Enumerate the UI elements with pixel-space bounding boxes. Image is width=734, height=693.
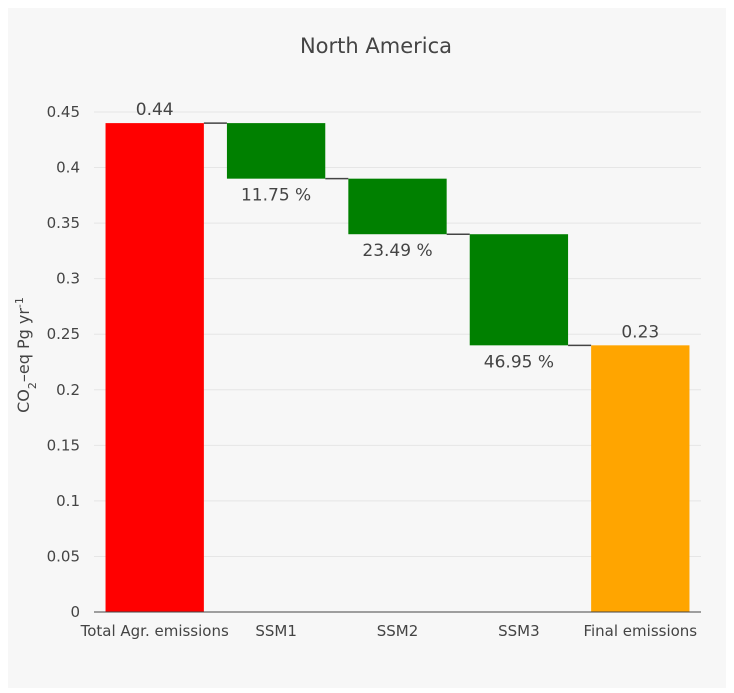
- x-tick-label: SSM2: [377, 622, 419, 640]
- y-tick-labels: 0 0.05 0.1 0.15 0.2 0.25 0.3 0.35 0.4 0.45: [47, 103, 80, 621]
- y-tick-label: 0.35: [47, 214, 80, 232]
- data-labels: 0.44 11.75 % 23.49 % 46.95 % 0.23: [136, 100, 659, 372]
- bar-data-label: 11.75 %: [241, 186, 311, 206]
- x-tick-label: SSM1: [255, 622, 297, 640]
- y-axis-label-sub: 2: [26, 382, 39, 389]
- y-tick-label: 0.25: [47, 325, 80, 343]
- bar-decrease: [469, 234, 569, 346]
- y-tick-label: 0.45: [47, 103, 80, 121]
- bar-total: [591, 345, 690, 612]
- bar-data-label: 0.23: [621, 322, 659, 342]
- y-axis-label-main: CO: [14, 389, 33, 413]
- x-tick-label: Total Agr. emissions: [80, 622, 229, 640]
- bar-data-label: 23.49 %: [362, 241, 432, 261]
- y-tick-label: 0.1: [56, 492, 80, 510]
- bars: [105, 123, 690, 612]
- bar-data-label: 46.95 %: [484, 352, 554, 372]
- x-tick-label: SSM3: [498, 622, 540, 640]
- y-tick-label: 0.4: [56, 159, 80, 177]
- y-axis-label-mid: –eq Pg yr: [14, 308, 33, 382]
- x-tick-label: Final emissions: [583, 622, 697, 640]
- bar-data-label: 0.44: [136, 100, 174, 120]
- connector-lines: [203, 122, 592, 347]
- y-axis-label-sup: -1: [13, 297, 26, 308]
- bar-decrease: [226, 123, 326, 179]
- y-axis-label: CO2–eq Pg yr-1: [13, 297, 39, 413]
- y-tick-label: 0.05: [47, 547, 80, 565]
- y-tick-label: 0.3: [56, 270, 80, 288]
- y-tick-label: 0: [70, 603, 80, 621]
- x-tick-labels: Total Agr. emissions SSM1 SSM2 SSM3 Final em…: [80, 622, 698, 640]
- bar-total: [105, 123, 204, 612]
- chart-title: North America: [300, 34, 452, 58]
- bar-decrease: [348, 178, 447, 235]
- y-tick-label: 0.2: [56, 381, 80, 399]
- y-tick-label: 0.15: [47, 436, 80, 454]
